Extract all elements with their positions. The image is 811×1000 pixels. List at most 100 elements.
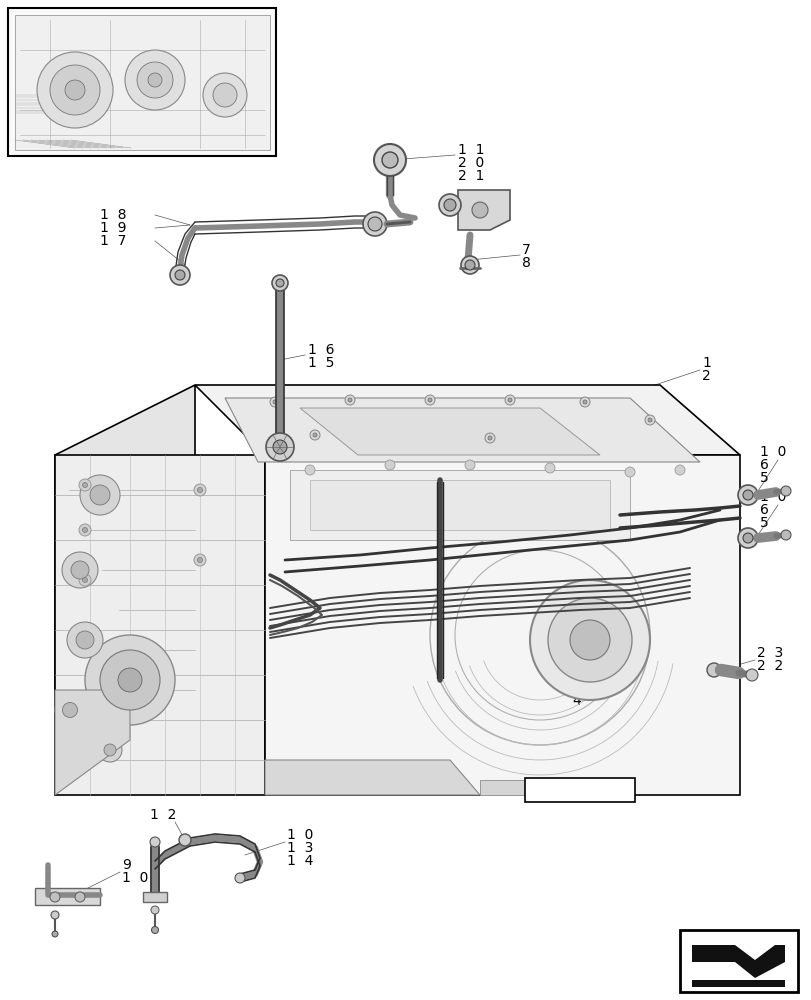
Circle shape bbox=[471, 202, 487, 218]
Circle shape bbox=[151, 906, 159, 914]
Circle shape bbox=[272, 440, 286, 454]
Text: 1  5: 1 5 bbox=[307, 356, 334, 370]
Circle shape bbox=[118, 668, 142, 692]
Text: 2  2: 2 2 bbox=[756, 659, 783, 673]
Text: 1  0: 1 0 bbox=[759, 445, 785, 459]
Circle shape bbox=[780, 530, 790, 540]
Circle shape bbox=[152, 926, 158, 933]
Circle shape bbox=[484, 433, 495, 443]
Circle shape bbox=[508, 398, 512, 402]
Circle shape bbox=[487, 436, 491, 440]
Circle shape bbox=[79, 479, 91, 491]
Text: 5: 5 bbox=[759, 471, 768, 485]
Circle shape bbox=[444, 199, 456, 211]
Text: 2  3: 2 3 bbox=[756, 646, 783, 660]
Circle shape bbox=[148, 73, 162, 87]
Circle shape bbox=[90, 485, 109, 505]
Circle shape bbox=[203, 73, 247, 117]
Circle shape bbox=[745, 669, 757, 681]
Text: 2  0: 2 0 bbox=[457, 156, 483, 170]
Text: 1  6: 1 6 bbox=[307, 343, 334, 357]
Circle shape bbox=[52, 931, 58, 937]
Circle shape bbox=[62, 552, 98, 588]
Text: 1  2: 1 2 bbox=[150, 808, 176, 822]
Polygon shape bbox=[290, 470, 629, 540]
Circle shape bbox=[79, 524, 91, 536]
Text: 6: 6 bbox=[759, 503, 768, 517]
Circle shape bbox=[644, 415, 654, 425]
Circle shape bbox=[197, 488, 202, 492]
Polygon shape bbox=[479, 780, 560, 795]
Circle shape bbox=[348, 398, 351, 402]
Circle shape bbox=[169, 265, 190, 285]
Circle shape bbox=[706, 663, 720, 677]
Polygon shape bbox=[264, 760, 479, 795]
Text: 2: 2 bbox=[702, 369, 710, 383]
Circle shape bbox=[461, 256, 478, 274]
Polygon shape bbox=[55, 385, 195, 795]
Circle shape bbox=[345, 395, 354, 405]
Circle shape bbox=[266, 433, 294, 461]
Circle shape bbox=[62, 702, 77, 717]
Circle shape bbox=[624, 467, 634, 477]
Circle shape bbox=[83, 483, 88, 488]
Circle shape bbox=[367, 217, 381, 231]
Text: 1  0: 1 0 bbox=[759, 490, 785, 504]
Circle shape bbox=[780, 486, 790, 496]
Circle shape bbox=[194, 554, 206, 566]
Circle shape bbox=[569, 620, 609, 660]
Circle shape bbox=[50, 65, 100, 115]
Circle shape bbox=[55, 695, 85, 725]
Circle shape bbox=[76, 631, 94, 649]
Polygon shape bbox=[15, 15, 270, 150]
Text: 1  4: 1 4 bbox=[286, 854, 313, 868]
Circle shape bbox=[742, 490, 752, 500]
Circle shape bbox=[374, 144, 406, 176]
Circle shape bbox=[37, 52, 113, 128]
Circle shape bbox=[544, 463, 554, 473]
Circle shape bbox=[83, 578, 88, 582]
Text: 1: 1 bbox=[702, 356, 710, 370]
Circle shape bbox=[65, 80, 85, 100]
Circle shape bbox=[381, 152, 397, 168]
Circle shape bbox=[175, 270, 185, 280]
Circle shape bbox=[547, 598, 631, 682]
Text: 2: 2 bbox=[620, 783, 628, 797]
Circle shape bbox=[79, 574, 91, 586]
Circle shape bbox=[742, 533, 752, 543]
Circle shape bbox=[125, 50, 185, 110]
Polygon shape bbox=[55, 690, 130, 795]
Polygon shape bbox=[55, 455, 264, 795]
Circle shape bbox=[194, 484, 206, 496]
Text: 1  0: 1 0 bbox=[286, 828, 313, 842]
Text: 1  7: 1 7 bbox=[100, 234, 127, 248]
Circle shape bbox=[197, 558, 202, 562]
Circle shape bbox=[579, 397, 590, 407]
Text: 4: 4 bbox=[571, 694, 580, 708]
Text: 1  8: 1 8 bbox=[100, 208, 127, 222]
Circle shape bbox=[674, 465, 684, 475]
Circle shape bbox=[424, 395, 435, 405]
Polygon shape bbox=[691, 945, 784, 978]
Text: 1  3: 1 3 bbox=[286, 841, 313, 855]
Circle shape bbox=[737, 528, 757, 548]
Polygon shape bbox=[35, 888, 100, 905]
Text: 1  9: 1 9 bbox=[100, 221, 127, 235]
Polygon shape bbox=[264, 455, 739, 795]
Circle shape bbox=[276, 279, 284, 287]
Circle shape bbox=[310, 430, 320, 440]
Circle shape bbox=[582, 400, 586, 404]
Polygon shape bbox=[310, 480, 609, 530]
Circle shape bbox=[234, 873, 245, 883]
Circle shape bbox=[384, 460, 394, 470]
Circle shape bbox=[83, 528, 88, 532]
Circle shape bbox=[50, 892, 60, 902]
Text: 7: 7 bbox=[521, 243, 530, 257]
Bar bbox=[691, 980, 784, 987]
Circle shape bbox=[465, 260, 474, 270]
Text: 3: 3 bbox=[571, 681, 580, 695]
Polygon shape bbox=[457, 190, 509, 230]
Circle shape bbox=[98, 738, 122, 762]
Polygon shape bbox=[195, 385, 739, 455]
Text: 5: 5 bbox=[759, 516, 768, 530]
